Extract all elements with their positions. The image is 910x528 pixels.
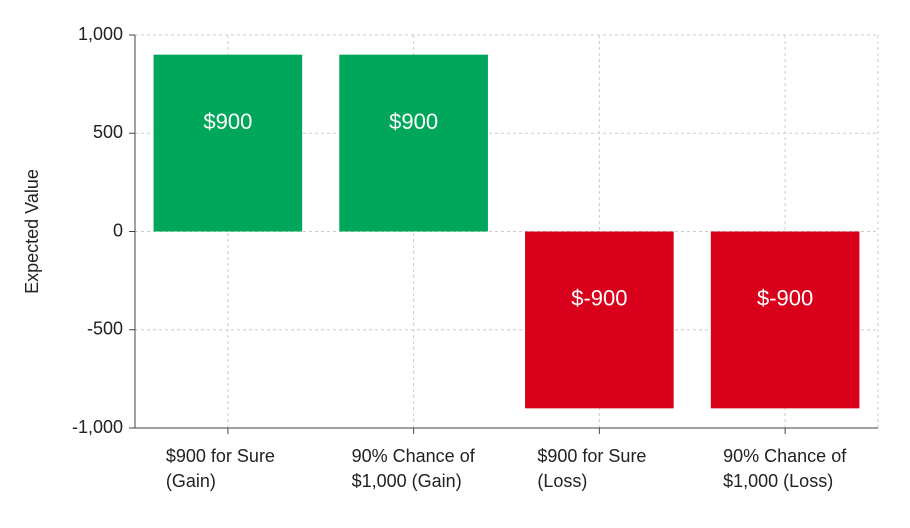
x-tick-label-line: (Loss)	[537, 471, 587, 491]
y-tick-label: -500	[87, 319, 123, 339]
x-tick-label: $900 for Sure (Gain)	[166, 446, 275, 491]
x-tick-label-line: 90% Chance of	[723, 446, 847, 466]
x-tick-label-line: $900 for Sure	[166, 446, 275, 466]
axes	[129, 34, 878, 434]
bar	[339, 54, 488, 232]
y-tick-label: 0	[113, 220, 123, 240]
labels: $900 $900 $-900 $-900 1,000 500 0 -500 -1,000 $90…	[72, 24, 847, 491]
x-tick-label: 90% Chance of $1,000 (Loss)	[723, 446, 847, 491]
x-tick-label-line: $900 for Sure	[537, 446, 646, 466]
bar-data-label: $-900	[757, 286, 813, 311]
bar	[153, 54, 303, 232]
x-tick-label: 90% Chance of $1,000 (Gain)	[352, 446, 476, 491]
y-tick-label: -1,000	[72, 417, 123, 437]
x-tick-label: $900 for Sure (Loss)	[537, 446, 646, 491]
bar-data-label: $900	[203, 109, 252, 134]
bars	[153, 54, 860, 409]
x-tick-label-line: 90% Chance of	[352, 446, 476, 466]
y-tick-label: 500	[93, 122, 123, 142]
y-tick-label: 1,000	[78, 24, 123, 44]
bar	[525, 231, 674, 409]
x-tick-label-line: $1,000 (Gain)	[352, 471, 462, 491]
bar-data-label: $-900	[571, 286, 627, 311]
x-tick-label-line: (Gain)	[166, 471, 216, 491]
x-tick-label-line: $1,000 (Loss)	[723, 471, 833, 491]
bar	[710, 231, 860, 409]
bar-data-label: $900	[389, 109, 438, 134]
y-axis-title: Expected Value	[22, 169, 42, 294]
